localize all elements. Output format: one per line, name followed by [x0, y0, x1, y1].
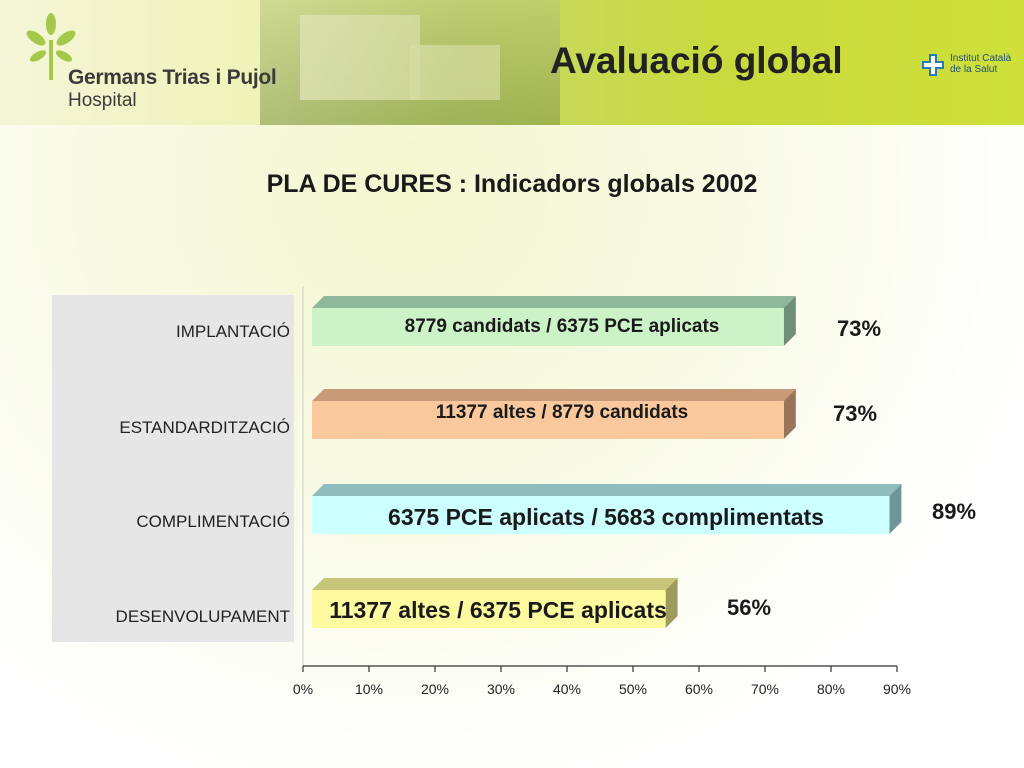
value-label-estandarditzacio: 73%: [833, 401, 878, 426]
institut-catala-salut-logo-icon: [922, 54, 944, 76]
bar-complimentacio: [312, 496, 890, 534]
x-tick-label-1: 10%: [354, 681, 384, 697]
x-tick-label-8: 80%: [816, 681, 846, 697]
bar-label-estandarditzacio: 11377 altes / 8779 candidats: [435, 402, 689, 423]
category-panel: [52, 295, 294, 642]
value-label-desenvolupament: 56%: [727, 595, 772, 620]
hospital-leaf-logo-icon: [26, 13, 76, 80]
bar-side-desenvolupament: [665, 578, 678, 628]
bar-side-estandarditzacio: [783, 389, 796, 439]
page-title: Avaluació global: [550, 40, 843, 81]
hospital-photo: [260, 0, 560, 125]
x-tick-label-6: 60%: [684, 681, 714, 697]
value-label-complimentacio: 89%: [932, 499, 977, 524]
bar-side-complimentacio: [889, 484, 902, 534]
bar-top-estandarditzacio: [312, 389, 796, 401]
category-label-implantacio: IMPLANTACIÓ: [176, 322, 290, 341]
bar-top-desenvolupament: [312, 578, 678, 590]
x-tick-label-9: 90%: [882, 681, 912, 697]
x-tick-label-7: 70%: [750, 681, 780, 697]
hospital-subtitle: Hospital: [68, 90, 137, 111]
bar-side-implantacio: [783, 296, 796, 346]
bar-label-complimentacio: 6375 PCE aplicats / 5683 complimentats: [388, 504, 824, 530]
category-label-estandarditzacio: ESTANDARDITZACIÓ: [119, 418, 290, 437]
institution-name: Institut Català de la Salut: [950, 53, 1012, 75]
x-tick-label-5: 50%: [618, 681, 648, 697]
bar-estandarditzacio: [312, 401, 784, 439]
x-tick-label-3: 30%: [486, 681, 516, 697]
header-banner: Germans Trias i Pujol Hospital Avaluació…: [0, 0, 1024, 125]
bar-desenvolupament: [312, 590, 666, 628]
bar-top-complimentacio: [312, 484, 902, 496]
bar-label-desenvolupament: 11377 altes / 6375 PCE aplicats: [329, 597, 667, 623]
x-tick-label-4: 40%: [552, 681, 582, 697]
x-tick-label-0: 0%: [292, 681, 314, 697]
category-label-desenvolupament: DESENVOLUPAMENT: [115, 607, 290, 626]
hospital-name: Germans Trias i Pujol: [68, 66, 277, 89]
bar-label-implantacio: 8779 candidats / 6375 PCE aplicats: [404, 316, 720, 337]
category-label-complimentacio: COMPLIMENTACIÓ: [136, 512, 290, 531]
chart-title: PLA DE CURES : Indicadors globals 2002: [266, 170, 758, 198]
bar-implantacio: [312, 308, 784, 346]
x-tick-label-2: 20%: [420, 681, 450, 697]
bar-top-implantacio: [312, 296, 796, 308]
value-label-implantacio: 73%: [837, 316, 882, 341]
